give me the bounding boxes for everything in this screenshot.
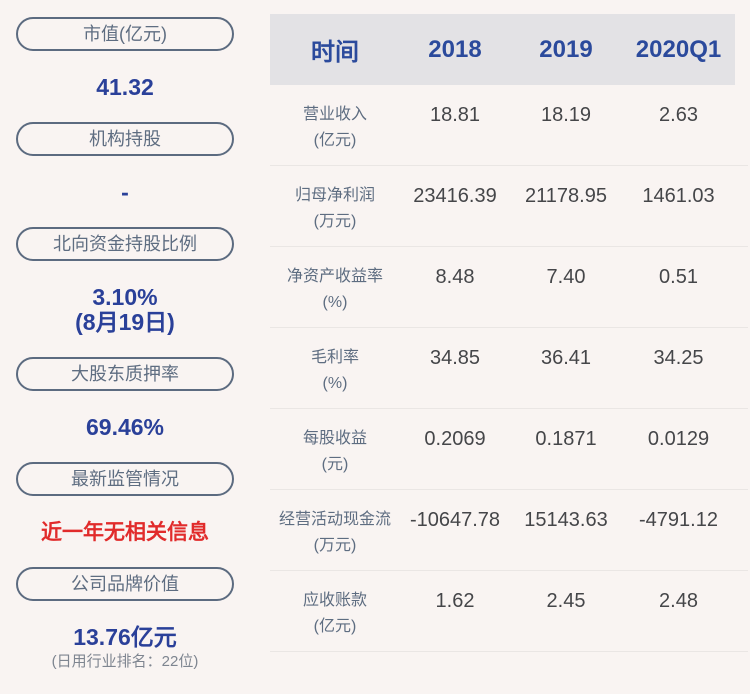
table-row-revenue: 营业收入 (亿元) 18.81 18.19 2.63 bbox=[270, 85, 748, 166]
sidebar-pill-northbound-ratio[interactable]: 北向资金持股比例 bbox=[16, 227, 234, 261]
row-value-2020q1: 2.48 bbox=[659, 590, 698, 612]
row-value-2018: 8.48 bbox=[435, 266, 475, 288]
northbound-ratio-value: 3.10% (8月19日) bbox=[75, 285, 175, 335]
row-value-2018: 1.62 bbox=[435, 590, 475, 612]
row-unit: (万元) bbox=[313, 213, 357, 230]
sidebar-pill-label: 市值(亿元) bbox=[83, 24, 167, 44]
row-label: 归母净利润 (万元) bbox=[270, 183, 400, 246]
row-value-2020q1: 1461.03 bbox=[642, 185, 715, 207]
table-row-operating-cash-flow: 经营活动现金流 (万元) -10647.78 15143.63 -4791.12 bbox=[270, 490, 748, 571]
northbound-ratio-date: (8月19日) bbox=[75, 309, 175, 335]
row-label: 应收账款 (亿元) bbox=[270, 588, 400, 651]
brand-value-rank-note: (日用行业排名：22位) bbox=[51, 653, 199, 670]
row-unit: (%) bbox=[322, 294, 348, 311]
row-value-2019: 0.1871 bbox=[535, 428, 597, 450]
row-value-2018: 34.85 bbox=[429, 347, 481, 369]
table-row-gross-margin: 毛利率 (%) 34.85 36.41 34.25 bbox=[270, 328, 748, 409]
row-unit: (%) bbox=[322, 375, 348, 392]
table-header-time: 时间 bbox=[311, 39, 359, 66]
table-row-eps: 每股收益 (元) 0.2069 0.1871 0.0129 bbox=[270, 409, 748, 490]
row-label: 每股收益 (元) bbox=[270, 426, 400, 489]
table-row-accounts-receivable: 应收账款 (亿元) 1.62 2.45 2.48 bbox=[270, 571, 748, 652]
row-value-2019: 18.19 bbox=[540, 104, 592, 126]
northbound-ratio-percent: 3.10% bbox=[92, 284, 158, 310]
row-value-2019: 21178.95 bbox=[525, 185, 607, 207]
stock-overview-panel: 市值(亿元) 41.32 机构持股 - 北向资金持股比例 3.10% (8月19… bbox=[16, 14, 750, 670]
brand-value: 13.76亿元 (日用行业排名：22位) bbox=[52, 625, 199, 672]
row-value-2018: 0.2069 bbox=[424, 428, 486, 450]
sidebar-pill-latest-regulation[interactable]: 最新监管情况 bbox=[16, 462, 234, 496]
institutional-holding-value: - bbox=[121, 179, 129, 205]
table-header-2018: 2018 bbox=[428, 35, 482, 63]
sidebar-pill-label: 北向资金持股比例 bbox=[53, 234, 197, 254]
row-unit: (亿元) bbox=[313, 618, 357, 635]
sidebar-pill-major-shareholder-pledge[interactable]: 大股东质押率 bbox=[16, 357, 234, 391]
row-label: 经营活动现金流 (万元) bbox=[270, 507, 400, 570]
row-value-2018: -10647.78 bbox=[409, 509, 501, 531]
sidebar-pill-market-cap[interactable]: 市值(亿元) bbox=[16, 17, 234, 51]
regulation-status-text: 近一年无相关信息 bbox=[41, 521, 209, 544]
row-label: 净资产收益率 (%) bbox=[270, 264, 400, 327]
row-value-2019: 2.45 bbox=[546, 590, 586, 612]
row-unit: (元) bbox=[321, 456, 349, 473]
row-unit: (亿元) bbox=[313, 132, 357, 149]
table-row-net-profit: 归母净利润 (万元) 23416.39 21178.95 1461.03 bbox=[270, 166, 748, 247]
row-value-2018: 18.81 bbox=[429, 104, 481, 126]
row-value-2020q1: -4791.12 bbox=[639, 509, 718, 531]
table-header-2020q1: 2020Q1 bbox=[635, 35, 722, 63]
row-value-2019: 36.41 bbox=[540, 347, 592, 369]
financial-table: 时间 2018 2019 2020Q1 营业收入 (亿元) 18.81 18.1… bbox=[270, 14, 750, 652]
row-label: 营业收入 (亿元) bbox=[270, 102, 400, 165]
sidebar-pill-label: 公司品牌价值 bbox=[71, 574, 179, 594]
sidebar-pill-label: 最新监管情况 bbox=[71, 469, 179, 489]
sidebar-pill-institutional-holding[interactable]: 机构持股 bbox=[16, 122, 234, 156]
row-value-2020q1: 0.51 bbox=[659, 266, 698, 288]
row-value-2019: 7.40 bbox=[546, 266, 586, 288]
row-value-2019: 15143.63 bbox=[524, 509, 608, 531]
table-header-row: 时间 2018 2019 2020Q1 bbox=[270, 14, 735, 85]
sidebar-pill-label: 机构持股 bbox=[89, 129, 161, 149]
row-value-2020q1: 34.25 bbox=[653, 347, 704, 369]
row-label: 毛利率 (%) bbox=[270, 345, 400, 408]
table-header-2019: 2019 bbox=[539, 35, 593, 63]
table-row-roe: 净资产收益率 (%) 8.48 7.40 0.51 bbox=[270, 247, 748, 328]
sidebar-pill-brand-value[interactable]: 公司品牌价值 bbox=[16, 567, 234, 601]
row-value-2018: 23416.39 bbox=[413, 185, 497, 207]
brand-value-amount: 13.76亿元 bbox=[73, 624, 177, 650]
row-value-2020q1: 2.63 bbox=[659, 104, 698, 126]
pledge-ratio-value: 69.46% bbox=[85, 414, 164, 440]
sidebar-pill-label: 大股东质押率 bbox=[71, 364, 179, 384]
market-cap-value: 41.32 bbox=[96, 74, 154, 100]
sidebar: 市值(亿元) 41.32 机构持股 - 北向资金持股比例 3.10% (8月19… bbox=[16, 17, 234, 694]
row-value-2020q1: 0.0129 bbox=[647, 428, 710, 450]
row-unit: (万元) bbox=[313, 537, 357, 554]
